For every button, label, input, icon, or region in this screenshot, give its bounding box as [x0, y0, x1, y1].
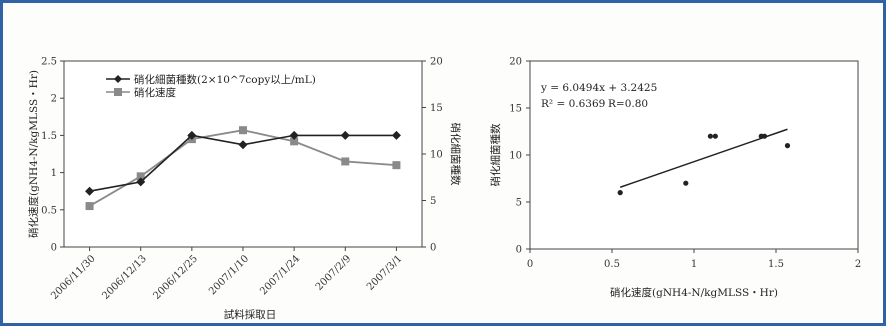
scatter-point [617, 190, 623, 196]
x-tick-label: 2007/1/24 [258, 253, 302, 297]
bacteria-point-diamond [136, 177, 146, 187]
left-tick-label: 1 [51, 168, 57, 179]
scatter-y-tick-label: 15 [509, 104, 522, 115]
scatter-plot-area [529, 60, 859, 250]
left-axis-title: 硝化速度(gNH4-N/kgMLSS・Hr) [27, 70, 40, 238]
rate-point-square [392, 161, 401, 170]
scatter-point [683, 180, 689, 186]
scatter-point [707, 133, 714, 139]
r-value-label: R=0.80 [608, 98, 648, 110]
rate-point-square [136, 172, 145, 181]
right-axis-ticks: 0 5 10 15 20 [422, 57, 443, 254]
x-tick-label: 2006/12/25 [151, 253, 200, 302]
scatter-y-tick-label: 10 [509, 151, 522, 162]
rate-point-square [85, 202, 94, 211]
left-tick-label: 1.5 [41, 131, 57, 142]
scatter-y-tick-label: 5 [516, 198, 522, 209]
trendline [619, 128, 788, 188]
scatter-y-tick-label: 20 [509, 57, 522, 68]
scatter-x-tick-label: 0.5 [604, 259, 620, 270]
scatter-x-tick-label: 0 [527, 259, 533, 270]
left-axis-ticks: 0 0.5 1 1.5 2 2.5 [41, 57, 64, 254]
scatter-x-tick-label: 1 [691, 259, 697, 270]
right-tick-label: 5 [430, 196, 436, 207]
right-tick-label: 15 [430, 103, 443, 114]
bacteria-point-diamond [85, 186, 95, 196]
rate-point-square [341, 157, 350, 166]
x-tick-label: 2007/3/1 [365, 253, 405, 293]
scatter-x-axis-title: 硝化速度(gNH4-N/kgMLSS・Hr) [610, 286, 778, 299]
bacteria-point-diamond [340, 130, 350, 140]
x-tick-label: 2006/12/13 [100, 253, 149, 302]
scatter-x-tick-label: 2 [855, 259, 861, 270]
x-tick-label: 2006/11/30 [49, 253, 98, 302]
scatter-point [712, 133, 718, 139]
right-tick-label: 0 [430, 243, 436, 254]
bacteria-point-diamond [391, 130, 401, 140]
left-tick-label: 2.5 [41, 57, 57, 68]
scatter-marks [617, 128, 791, 196]
legend: 硝化細菌種数(2×10^7copy以上/mL) 硝化速度 [106, 73, 316, 99]
x-axis-ticks: 2006/11/30 2006/12/13 2006/12/25 2007/1/10 2… [49, 247, 405, 302]
scatter-y-axis-title: 硝化細菌種数 [489, 123, 502, 186]
regression-equation: y = 6.0494x + 3.2425 [540, 82, 657, 94]
scatter-point [761, 133, 768, 139]
scatter-point [784, 143, 791, 149]
right-tick-label: 10 [430, 150, 443, 161]
scatter-x-tick-label: 1.5 [768, 259, 784, 270]
x-tick-label: 2007/2/9 [314, 253, 354, 293]
legend-marker-diamond [114, 75, 122, 83]
legend-label-bacteria: 硝化細菌種数(2×10^7copy以上/mL) [134, 73, 316, 86]
x-tick-label: 2007/1/10 [207, 253, 251, 297]
x-axis-title: 試料採取日 [224, 308, 277, 321]
left-tick-label: 0.5 [41, 205, 57, 216]
scatter-y-tick-label: 0 [516, 245, 522, 256]
legend-label-rate: 硝化速度 [134, 86, 176, 99]
rate-point-square [239, 126, 247, 135]
right-axis-title: 硝化細菌種数 [449, 123, 462, 186]
scatter-x-ticks: 0 0.5 1 1.5 2 [527, 249, 861, 270]
bacteria-point-diamond [238, 140, 248, 150]
legend-marker-square [114, 88, 122, 96]
left-tick-label: 0 [51, 243, 57, 254]
left-tick-label: 2 [51, 94, 57, 105]
right-tick-label: 20 [430, 57, 443, 68]
series-marks [85, 126, 401, 211]
scatter-y-ticks: 0 5 10 15 20 [509, 57, 530, 256]
bacteria-point-diamond [187, 130, 197, 140]
r-squared-label: R² = 0.6369 [541, 98, 605, 110]
rate-point-square [290, 137, 299, 146]
bacteria-point-diamond [289, 130, 299, 140]
